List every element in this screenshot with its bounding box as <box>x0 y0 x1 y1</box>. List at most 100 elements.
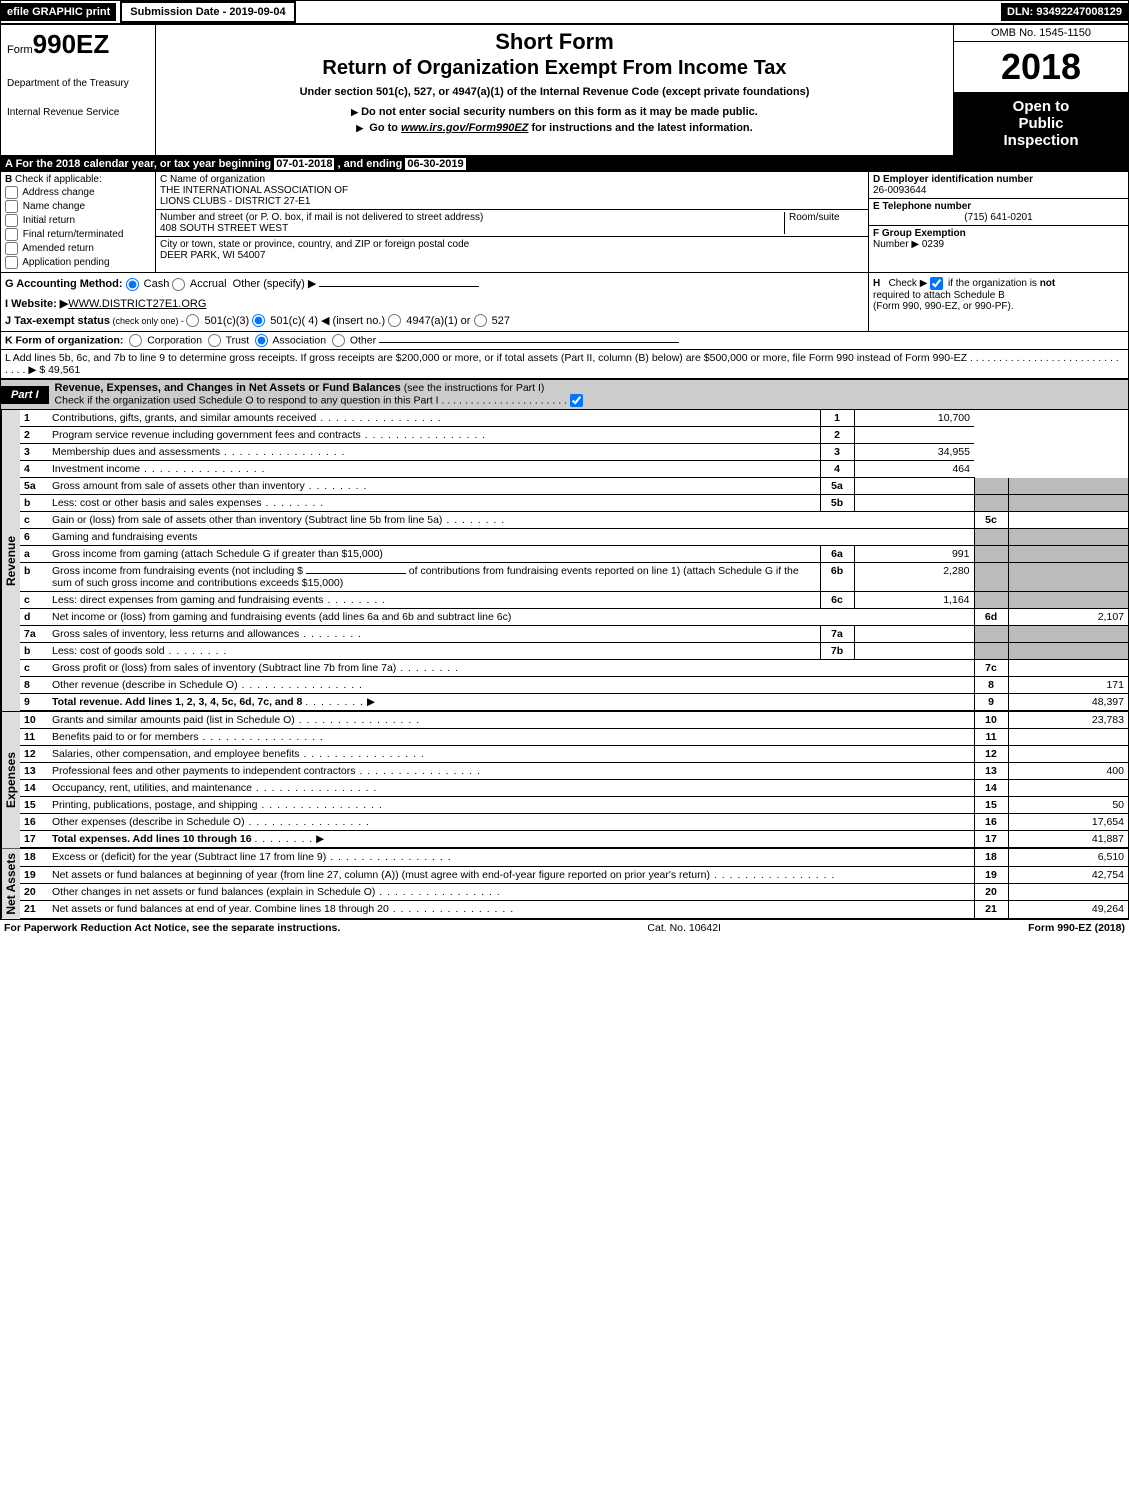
expenses-section: Expenses 10Grants and similar amounts pa… <box>1 711 1128 848</box>
part1-check: Check if the organization used Schedule … <box>55 395 567 407</box>
vtab-revenue: Revenue <box>1 410 20 711</box>
vtab-netassets: Net Assets <box>1 849 20 919</box>
line-16: 16Other expenses (describe in Schedule O… <box>20 814 1128 831</box>
radio-accrual[interactable] <box>172 278 185 291</box>
footer-form: Form 990-EZ (2018) <box>1028 922 1125 934</box>
revenue-section: Revenue 1Contributions, gifts, grants, a… <box>1 410 1128 711</box>
line-12: 12Salaries, other compensation, and empl… <box>20 746 1128 763</box>
line-5a: 5aGross amount from sale of assets other… <box>20 478 1128 495</box>
line-15: 15Printing, publications, postage, and s… <box>20 797 1128 814</box>
line-18: 18Excess or (deficit) for the year (Subt… <box>20 849 1128 866</box>
h-label: H <box>873 278 880 289</box>
ssn-warning: Do not enter social security numbers on … <box>162 106 947 118</box>
a-end-date: 06-30-2019 <box>405 158 465 170</box>
section-g-i-j: G Accounting Method: Cash Accrual Other … <box>1 273 868 331</box>
f-label2: Number ▶ <box>873 239 919 250</box>
radio-4947[interactable] <box>388 314 401 327</box>
line-6c: cLess: direct expenses from gaming and f… <box>20 592 1128 609</box>
section-gh: G Accounting Method: Cash Accrual Other … <box>1 273 1128 332</box>
radio-corporation[interactable] <box>129 334 142 347</box>
section-c: C Name of organization THE INTERNATIONAL… <box>156 172 868 272</box>
org-name-2: LIONS CLUBS - DISTRICT 27-E1 <box>160 196 864 207</box>
line-7c: cGross profit or (loss) from sales of in… <box>20 660 1128 677</box>
short-form-title: Short Form <box>162 29 947 55</box>
cb-address-change[interactable]: Address change <box>5 186 151 199</box>
line-1: 1Contributions, gifts, grants, and simil… <box>20 410 1128 427</box>
a-text-pre: A For the 2018 calendar year, or tax yea… <box>5 158 274 170</box>
vtab-expenses: Expenses <box>1 712 20 848</box>
radio-association[interactable] <box>255 334 268 347</box>
radio-cash[interactable] <box>126 278 139 291</box>
section-h: H Check ▶ if the organization is not req… <box>868 273 1128 331</box>
goto-suffix: for instructions and the latest informat… <box>528 122 752 134</box>
line-6a: aGross income from gaming (attach Schedu… <box>20 546 1128 563</box>
room-suite-label: Room/suite <box>784 212 864 234</box>
line-13: 13Professional fees and other payments t… <box>20 763 1128 780</box>
line-10: 10Grants and similar amounts paid (list … <box>20 712 1128 729</box>
radio-501c3[interactable] <box>186 314 199 327</box>
line-21: 21Net assets or fund balances at end of … <box>20 901 1128 918</box>
open-to: Open to <box>956 98 1126 115</box>
line-7b: bLess: cost of goods sold7b <box>20 643 1128 660</box>
street-label: Number and street (or P. O. box, if mail… <box>160 212 784 223</box>
line-4: 4Investment income4464 <box>20 461 1128 478</box>
form-header: Form990EZ Department of the Treasury Int… <box>1 25 1128 156</box>
a-begin-date: 07-01-2018 <box>274 158 334 170</box>
line-20: 20Other changes in net assets or fund ba… <box>20 883 1128 900</box>
cb-schedule-o[interactable] <box>570 394 583 407</box>
d-ein: 26-0093644 <box>873 185 926 196</box>
header-left: Form990EZ Department of the Treasury Int… <box>1 25 156 155</box>
open-public-box: Open to Public Inspection <box>954 92 1128 155</box>
l-text: L Add lines 5b, 6c, and 7b to line 9 to … <box>5 352 1119 376</box>
inspection: Inspection <box>956 132 1126 149</box>
line-6b: bGross income from fundraising events (n… <box>20 563 1128 592</box>
cb-amended-return[interactable]: Amended return <box>5 242 151 255</box>
line-6: 6Gaming and fundraising events <box>20 529 1128 546</box>
line-5c: cGain or (loss) from sale of assets othe… <box>20 512 1128 529</box>
g-other: Other (specify) ▶ <box>233 278 317 290</box>
radio-501c[interactable] <box>252 314 265 327</box>
e-label: E Telephone number <box>873 201 971 212</box>
irs-link[interactable]: www.irs.gov/Form990EZ <box>401 122 528 134</box>
cb-name-change[interactable]: Name change <box>5 200 151 213</box>
cb-application-pending[interactable]: Application pending <box>5 256 151 269</box>
submission-date: Submission Date - 2019-09-04 <box>120 1 295 23</box>
section-def: D Employer identification number 26-0093… <box>868 172 1128 272</box>
radio-other-org[interactable] <box>332 334 345 347</box>
city-value: DEER PARK, WI 54007 <box>160 250 864 261</box>
expenses-table: 10Grants and similar amounts paid (list … <box>20 712 1128 848</box>
radio-trust[interactable] <box>208 334 221 347</box>
line-17: 17Total expenses. Add lines 10 through 1… <box>20 831 1128 848</box>
form-prefix: Form <box>7 44 33 56</box>
goto-prefix: Go to <box>369 122 401 134</box>
city-label: City or town, state or province, country… <box>160 239 864 250</box>
cb-initial-return[interactable]: Initial return <box>5 214 151 227</box>
header-right: OMB No. 1545-1150 2018 Open to Public In… <box>953 25 1128 155</box>
footer-catno: Cat. No. 10642I <box>647 922 721 934</box>
h-check: Check ▶ <box>889 278 928 289</box>
radio-527[interactable] <box>474 314 487 327</box>
line-19: 19Net assets or fund balances at beginni… <box>20 866 1128 883</box>
netassets-section: Net Assets 18Excess or (deficit) for the… <box>1 848 1128 919</box>
part1-title: Revenue, Expenses, and Changes in Net As… <box>49 380 592 409</box>
i-website[interactable]: WWW.DISTRICT27E1.ORG <box>68 298 206 310</box>
l-value: 49,561 <box>48 364 80 376</box>
h-text3: required to attach Schedule B <box>873 290 1005 301</box>
part1-tab: Part I <box>1 386 49 404</box>
h-text2: if the organization is <box>948 278 1040 289</box>
dln-label: DLN: 93492247008129 <box>1001 3 1128 21</box>
header-mid: Short Form Return of Organization Exempt… <box>156 25 953 155</box>
section-bcdef: B Check if applicable: Address change Na… <box>1 172 1128 273</box>
line-3: 3Membership dues and assessments334,955 <box>20 444 1128 461</box>
top-bar: efile GRAPHIC print Submission Date - 20… <box>0 0 1129 24</box>
dept-treasury: Department of the Treasury <box>7 78 149 89</box>
footer-left: For Paperwork Reduction Act Notice, see … <box>4 922 340 934</box>
cb-schedule-b[interactable] <box>930 277 943 290</box>
cb-final-return[interactable]: Final return/terminated <box>5 228 151 241</box>
goto-line: Go to www.irs.gov/Form990EZ for instruct… <box>162 122 947 134</box>
line-9: 9Total revenue. Add lines 1, 2, 3, 4, 5c… <box>20 694 1128 711</box>
section-k: K Form of organization: Corporation Trus… <box>1 332 1128 350</box>
line-2: 2Program service revenue including gover… <box>20 427 1128 444</box>
revenue-table: 1Contributions, gifts, grants, and simil… <box>20 410 1128 711</box>
street-value: 408 SOUTH STREET WEST <box>160 223 784 234</box>
